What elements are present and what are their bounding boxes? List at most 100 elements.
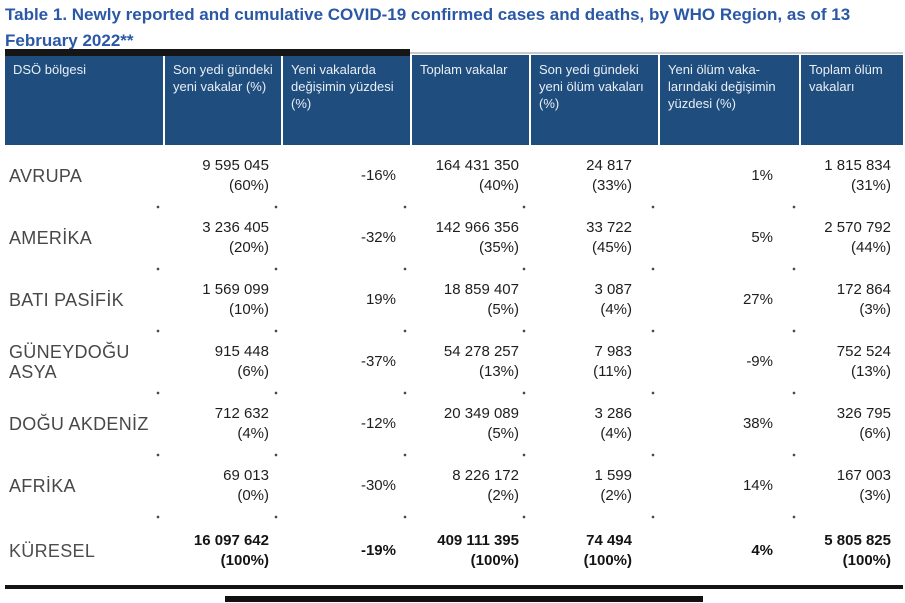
cell-new-deaths: 3 286 (4%) (529, 393, 658, 455)
column-header-total-deaths: Toplam ölüm vakaları (799, 55, 903, 145)
value-line: 20 349 089 (443, 405, 519, 423)
cell-total-deaths: 167 003 (3%) (799, 455, 903, 517)
value-line: 164 431 350 (435, 157, 519, 175)
pct-line: (2%) (600, 487, 632, 504)
pct-line: (0%) (237, 487, 269, 504)
column-header-case-change: Yeni vakalarda değişimin yüzdesi (%) (281, 55, 410, 145)
value-line: 1 599 (594, 467, 632, 485)
table-header-row: DSÖ bölgesi Son yedi gündeki yeni vakala… (5, 49, 903, 145)
cell-new-deaths: 3 087 (4%) (529, 269, 658, 331)
pct-line: (100%) (470, 552, 519, 569)
cell-death-change: 1% (658, 145, 799, 207)
covid-region-table: DSÖ bölgesi Son yedi gündeki yeni vakala… (5, 49, 903, 589)
value-line: 5% (751, 229, 773, 247)
value-line: 1% (751, 167, 773, 185)
value-line: 1 569 099 (202, 281, 269, 299)
pct-line: (40%) (478, 177, 519, 194)
pct-line: (45%) (591, 239, 632, 256)
value-line: 142 966 356 (435, 219, 519, 237)
cell-new-deaths: 74 494 (100%) (529, 517, 658, 585)
value-line: 7 983 (594, 343, 632, 361)
value-line: 9 595 045 (202, 157, 269, 175)
cell-region: DOĞU AKDENİZ (9, 413, 149, 434)
value-line: -37% (360, 353, 396, 371)
table-bottom-border (5, 585, 903, 589)
value-line: 752 524 (836, 343, 891, 361)
cell-death-change: 4% (658, 517, 799, 585)
pct-line: (5%) (487, 425, 519, 442)
value-line: 326 795 (836, 405, 891, 423)
pct-line: (100%) (220, 552, 269, 569)
column-header-new-deaths: Son yedi gündeki yeni ölüm vakaları (%) (529, 55, 658, 145)
cell-new-cases: 9 595 045 (60%) (163, 145, 281, 207)
cell-case-change: -19% (281, 517, 410, 585)
pct-line: (6%) (237, 363, 269, 380)
value-line: 3 087 (594, 281, 632, 299)
value-line: 8 226 172 (452, 467, 519, 485)
cell-new-cases: 69 013 (0%) (163, 455, 281, 517)
cell-death-change: -9% (658, 331, 799, 393)
value-line: 38% (742, 415, 773, 433)
cell-case-change: -30% (281, 455, 410, 517)
pct-line: (33%) (591, 177, 632, 194)
cell-total-cases: 18 859 407 (5%) (410, 269, 529, 331)
cell-death-change: 27% (658, 269, 799, 331)
cell-region: AMERİKA (9, 227, 93, 248)
cell-total-deaths: 2 570 792 (44%) (799, 207, 903, 269)
value-line: 172 864 (836, 281, 891, 299)
cell-new-cases: 16 097 642 (100%) (163, 517, 281, 585)
pct-line: (44%) (850, 239, 891, 256)
value-line: 19% (365, 291, 396, 309)
table-title: Table 1. Newly reported and cumulative C… (5, 5, 851, 50)
cell-total-deaths: 326 795 (6%) (799, 393, 903, 455)
cell-total-deaths: 1 815 834 (31%) (799, 145, 903, 207)
cell-total-deaths: 172 864 (3%) (799, 269, 903, 331)
cell-region: KÜRESEL (9, 540, 96, 561)
value-line: 712 632 (214, 405, 269, 423)
cell-region: GÜNEYDOĞU ASYA (9, 341, 130, 382)
cell-death-change: 14% (658, 455, 799, 517)
cell-case-change: -37% (281, 331, 410, 393)
pct-line: (100%) (842, 552, 891, 569)
value-line: 24 817 (586, 157, 632, 175)
pct-line: (31%) (850, 177, 891, 194)
table-row-global-total: KÜRESEL 16 097 642 (100%) -19% 409 111 3… (5, 515, 903, 585)
column-header-new-cases: Son yedi gündeki yeni vakalar (%) (163, 55, 281, 145)
pct-line: (4%) (600, 425, 632, 442)
cell-total-deaths: 752 524 (13%) (799, 331, 903, 393)
value-line: 2 570 792 (824, 219, 891, 237)
cell-case-change: -32% (281, 207, 410, 269)
table-row-dogu-akdeniz: DOĞU AKDENİZ 712 632 (4%) -12% 20 349 08… (5, 391, 903, 455)
cell-total-cases: 8 226 172 (2%) (410, 455, 529, 517)
cell-new-deaths: 24 817 (33%) (529, 145, 658, 207)
value-line: 74 494 (586, 532, 632, 550)
column-header-death-change: Yeni ölüm vaka-larındaki değişimin yüzde… (658, 55, 799, 145)
value-line: 4% (751, 542, 773, 560)
pct-line: (6%) (859, 425, 891, 442)
scan-artifact-bar-top (5, 49, 410, 56)
table-row-amerika: AMERİKA 3 236 405 (20%) -32% 142 966 356… (5, 205, 903, 269)
value-line: 409 111 395 (437, 532, 519, 550)
value-line: 27% (742, 291, 773, 309)
cell-case-change: -12% (281, 393, 410, 455)
cell-new-cases: 712 632 (4%) (163, 393, 281, 455)
cell-new-cases: 3 236 405 (20%) (163, 207, 281, 269)
value-line: -9% (746, 353, 773, 371)
pct-line: (2%) (487, 487, 519, 504)
value-line: 3 236 405 (202, 219, 269, 237)
column-header-region: DSÖ bölgesi (13, 62, 86, 77)
table-row-bati-pasifik: BATI PASİFİK 1 569 099 (10%) 19% 18 859 … (5, 267, 903, 331)
cell-new-deaths: 1 599 (2%) (529, 455, 658, 517)
scan-artifact-line-top (410, 52, 903, 54)
value-line: 33 722 (586, 219, 632, 237)
cell-region: BATI PASİFİK (9, 289, 124, 310)
value-line: 915 448 (214, 343, 269, 361)
pct-line: (11%) (593, 363, 632, 380)
cell-total-cases: 164 431 350 (40%) (410, 145, 529, 207)
column-header-total-cases: Toplam vakalar (410, 55, 529, 145)
value-line: -19% (360, 542, 396, 560)
value-line: 3 286 (594, 405, 632, 423)
value-line: -16% (360, 167, 396, 185)
cell-death-change: 38% (658, 393, 799, 455)
cell-region: AFRİKA (9, 475, 76, 496)
